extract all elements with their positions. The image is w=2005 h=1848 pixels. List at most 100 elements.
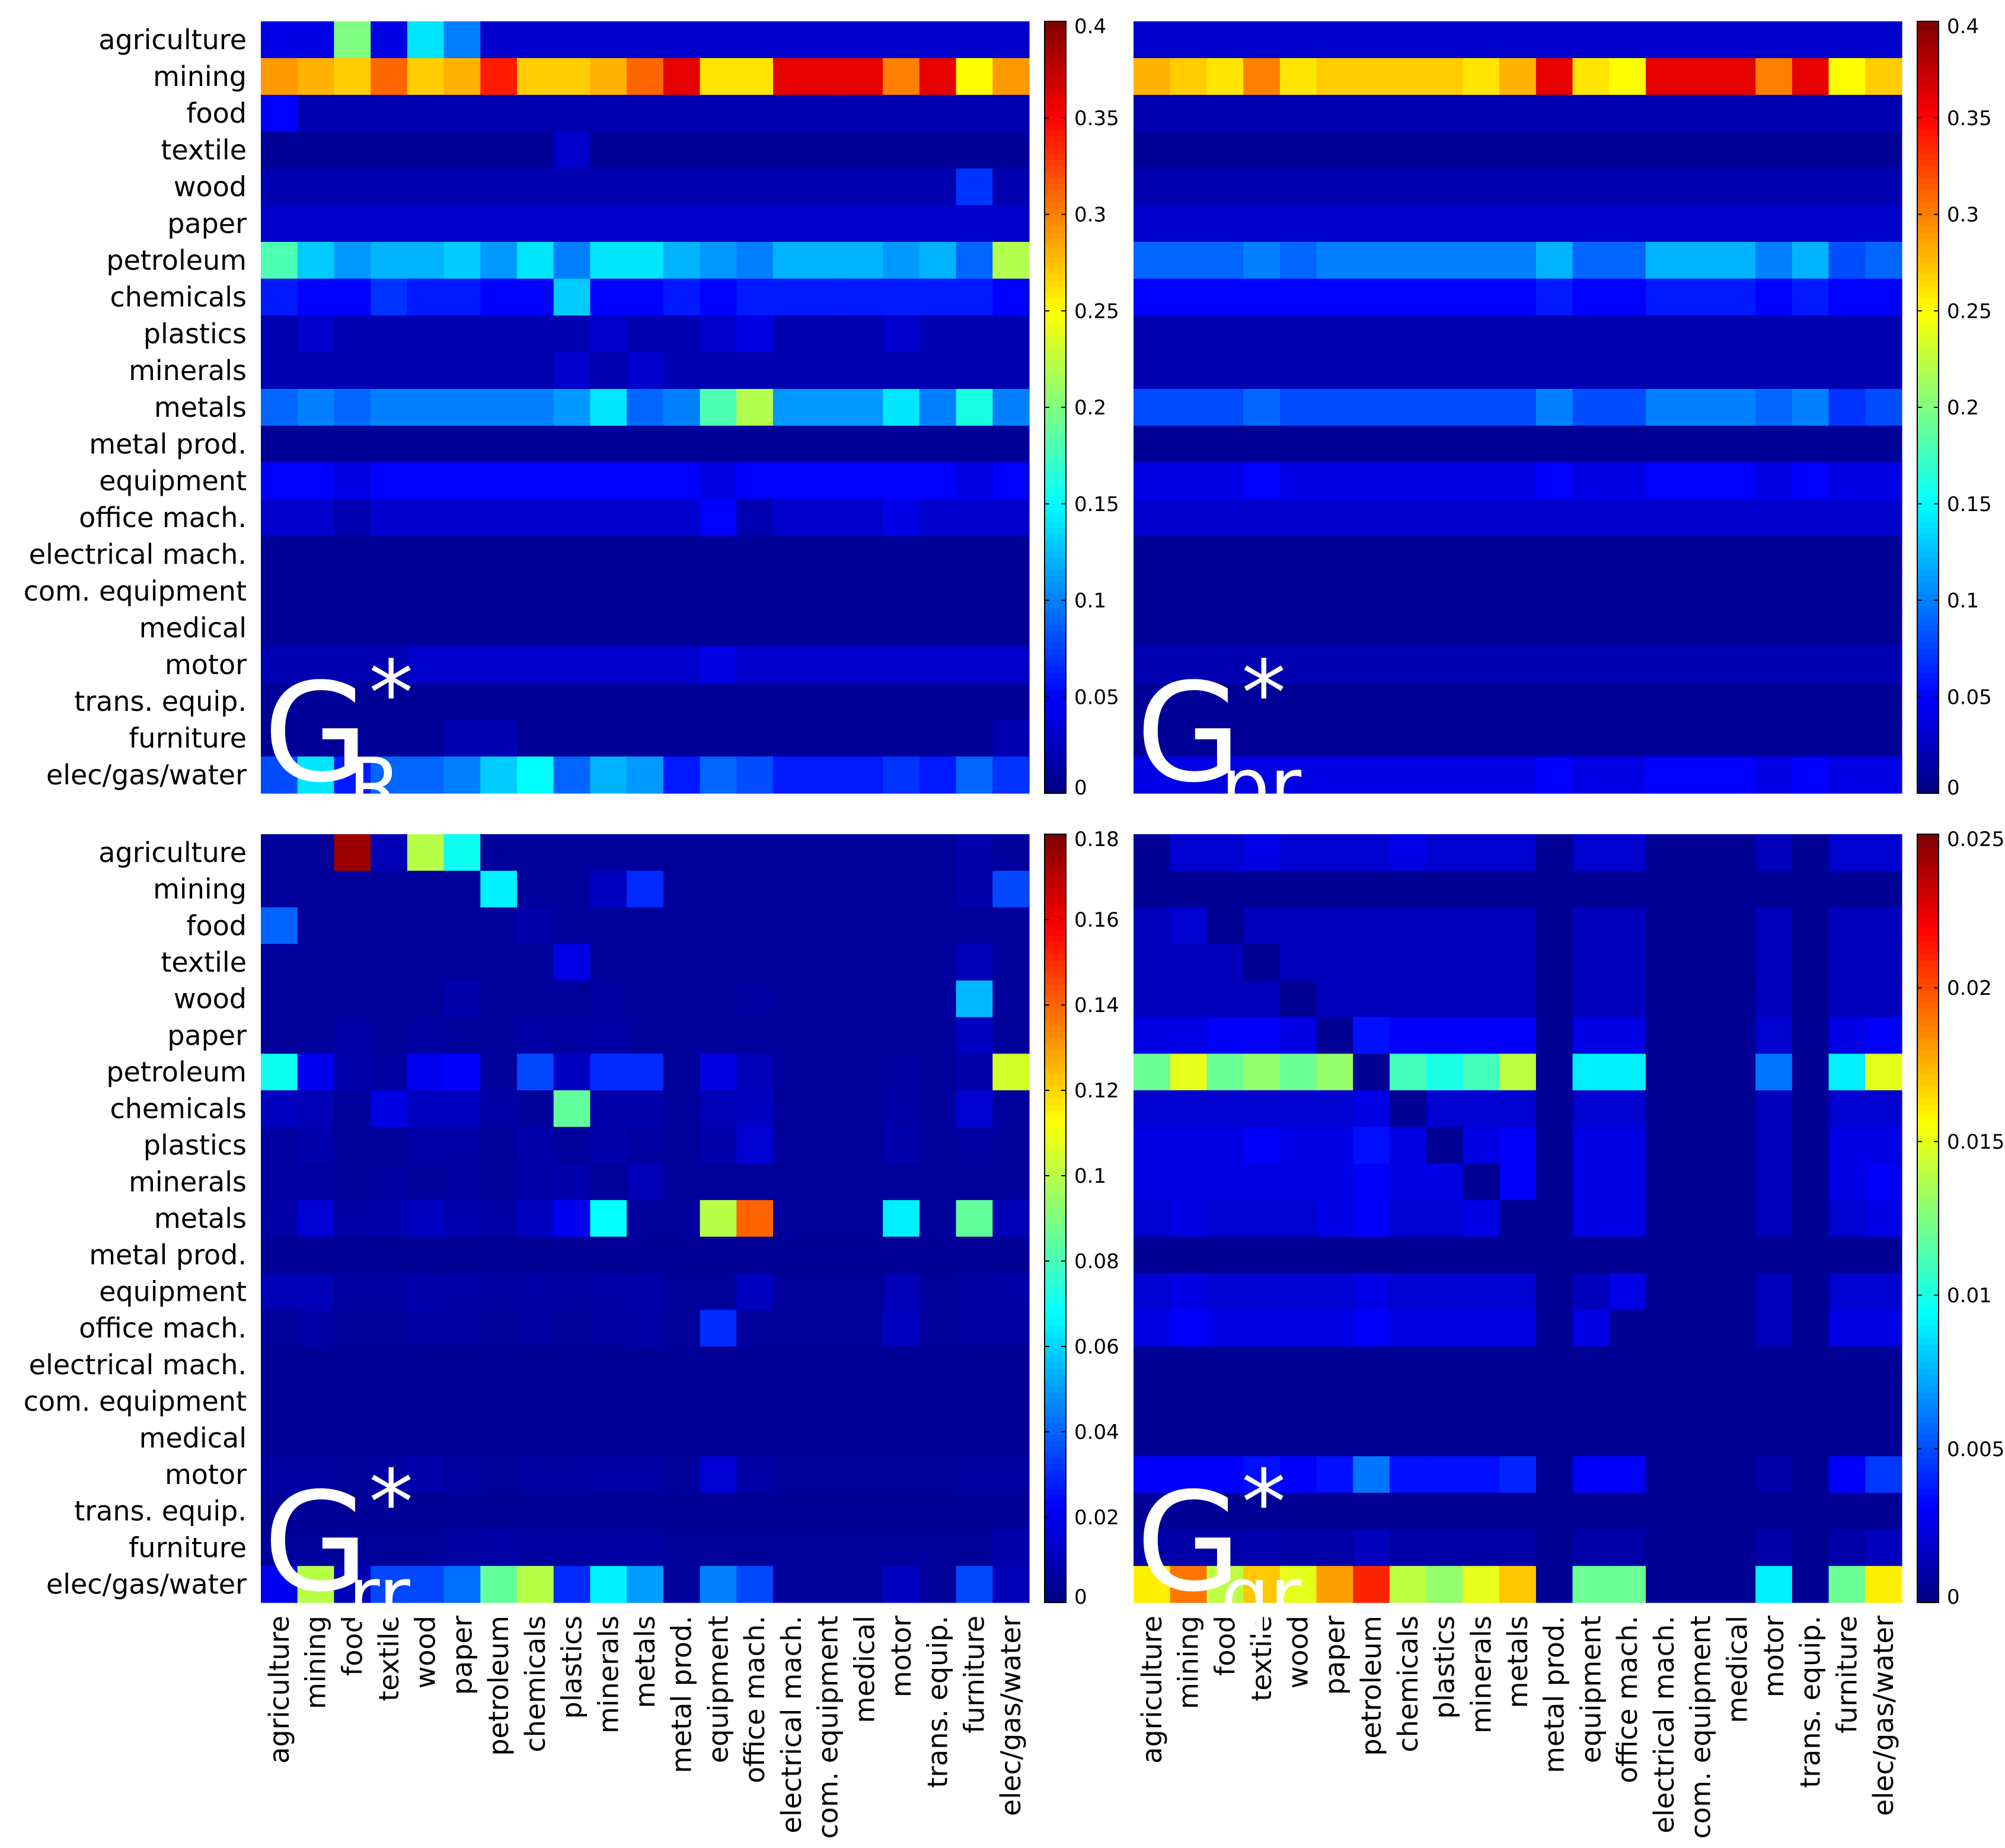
heatmap-cell bbox=[1792, 907, 1830, 944]
heatmap-cell bbox=[297, 536, 335, 573]
heatmap-cell bbox=[1134, 426, 1171, 463]
colorbar-frame bbox=[1917, 834, 1939, 1603]
heatmap-cell bbox=[1719, 499, 1756, 537]
heatmap-cell bbox=[1792, 1054, 1830, 1091]
heatmap-cell bbox=[443, 389, 481, 426]
colorbar-segment bbox=[1045, 1482, 1066, 1489]
heatmap-cell bbox=[956, 1492, 993, 1530]
column-tick-label: equipment bbox=[1575, 1616, 1607, 1763]
heatmap-cell bbox=[956, 646, 993, 684]
heatmap-cell bbox=[1426, 1126, 1464, 1164]
heatmap-cell bbox=[1206, 1017, 1244, 1054]
heatmap-cell bbox=[1243, 907, 1281, 944]
heatmap-cell bbox=[1792, 426, 1830, 463]
heatmap-cell bbox=[407, 609, 445, 647]
colorbar-segment bbox=[1917, 1098, 1939, 1105]
heatmap-cell bbox=[517, 168, 554, 206]
heatmap-cell bbox=[371, 1126, 408, 1164]
heatmap-cell bbox=[1206, 1529, 1244, 1566]
heatmap-cell bbox=[883, 1456, 920, 1493]
heatmap-cell bbox=[553, 573, 591, 610]
heatmap-cell bbox=[517, 573, 554, 610]
heatmap-cell bbox=[480, 1090, 518, 1128]
heatmap-cell bbox=[261, 1236, 298, 1274]
heatmap-cell bbox=[1426, 426, 1464, 463]
colorbar-segment bbox=[1917, 262, 1939, 269]
heatmap-cell bbox=[1499, 683, 1537, 720]
heatmap-cell bbox=[1792, 168, 1830, 206]
colorbar-segment bbox=[1045, 1056, 1066, 1063]
heatmap-cell bbox=[919, 58, 957, 95]
colorbar-segment bbox=[1045, 437, 1066, 444]
heatmap-cell bbox=[1792, 1017, 1830, 1054]
heatmap-cell bbox=[1316, 944, 1353, 981]
colorbar-segment bbox=[1045, 672, 1066, 679]
colorbar-segment bbox=[1917, 419, 1939, 426]
heatmap-cell bbox=[1865, 1566, 1902, 1603]
heatmap-cell bbox=[773, 1017, 810, 1054]
heatmap-cell bbox=[371, 944, 408, 981]
colorbar-segment bbox=[1045, 81, 1066, 88]
heatmap-cell bbox=[1499, 907, 1537, 944]
colorbar-segment bbox=[1045, 455, 1066, 462]
heatmap-cell bbox=[590, 907, 627, 944]
heatmap-cell bbox=[627, 870, 664, 908]
heatmap-cell bbox=[1279, 426, 1317, 463]
colorbar-segment bbox=[1917, 1062, 1939, 1069]
row-tick-label: electrical mach. bbox=[29, 1349, 247, 1381]
heatmap-cell bbox=[261, 352, 298, 390]
heatmap-cell bbox=[590, 1456, 627, 1493]
heatmap-cell bbox=[1755, 1126, 1793, 1164]
colorbar-segment bbox=[1917, 1555, 1939, 1561]
heatmap-cell bbox=[1134, 168, 1171, 206]
heatmap-cell bbox=[992, 389, 1030, 426]
heatmap-cell bbox=[1426, 683, 1464, 720]
heatmap-cell bbox=[992, 646, 1030, 684]
colorbar-segment bbox=[1917, 540, 1939, 547]
heatmap-cell bbox=[809, 980, 847, 1018]
heatmap-cell bbox=[1792, 980, 1830, 1018]
heatmap-cell bbox=[1170, 1346, 1208, 1384]
heatmap-cell bbox=[919, 870, 957, 908]
colorbar-segment bbox=[1917, 51, 1939, 58]
colorbar-tick-label: 0.15 bbox=[1947, 493, 1992, 516]
colorbar-segment bbox=[1045, 642, 1066, 649]
heatmap-cell bbox=[663, 242, 701, 279]
heatmap-cell bbox=[1828, 352, 1866, 390]
heatmap-cell bbox=[1609, 1090, 1646, 1128]
heatmap-cell bbox=[1755, 1310, 1793, 1347]
heatmap-cell bbox=[1609, 1419, 1646, 1457]
heatmap-cell bbox=[1279, 132, 1317, 169]
heatmap-cell bbox=[1279, 1273, 1317, 1310]
column-tick-label: furniture bbox=[1831, 1616, 1863, 1734]
colorbar-segment bbox=[1045, 534, 1066, 541]
row-tick-label: motor bbox=[165, 1458, 247, 1490]
heatmap-cell bbox=[1134, 242, 1171, 279]
colorbar-segment bbox=[1917, 154, 1939, 161]
row-tick-label: equipment bbox=[99, 1275, 247, 1307]
heatmap-cell bbox=[773, 720, 810, 757]
colorbar-segment bbox=[1917, 1302, 1939, 1309]
heatmap-cell bbox=[1316, 352, 1353, 390]
heatmap-cell bbox=[1390, 499, 1427, 537]
heatmap-cell bbox=[1865, 1346, 1902, 1384]
heatmap-cell bbox=[1646, 944, 1683, 981]
heatmap-cell bbox=[627, 683, 664, 720]
heatmap-cell bbox=[590, 58, 627, 95]
heatmap-cell bbox=[1316, 720, 1353, 757]
heatmap-cell bbox=[1535, 907, 1573, 944]
heatmap-cell bbox=[1682, 389, 1720, 426]
colorbar-segment bbox=[1917, 117, 1939, 125]
colorbar-segment bbox=[1045, 75, 1066, 82]
heatmap-cell bbox=[846, 1017, 883, 1054]
heatmap-cell bbox=[1390, 1566, 1427, 1603]
heatmap-cell bbox=[1682, 1273, 1720, 1310]
colorbar-tick-label: 0.3 bbox=[1947, 203, 1979, 227]
heatmap-cell bbox=[1865, 205, 1902, 242]
colorbar-segment bbox=[1917, 996, 1939, 1003]
heatmap-cell bbox=[1865, 1492, 1902, 1530]
heatmap-cell bbox=[1535, 21, 1573, 59]
colorbar-segment bbox=[1045, 1590, 1066, 1597]
heatmap-cell bbox=[736, 1310, 774, 1347]
heatmap-cell bbox=[1719, 1529, 1756, 1566]
